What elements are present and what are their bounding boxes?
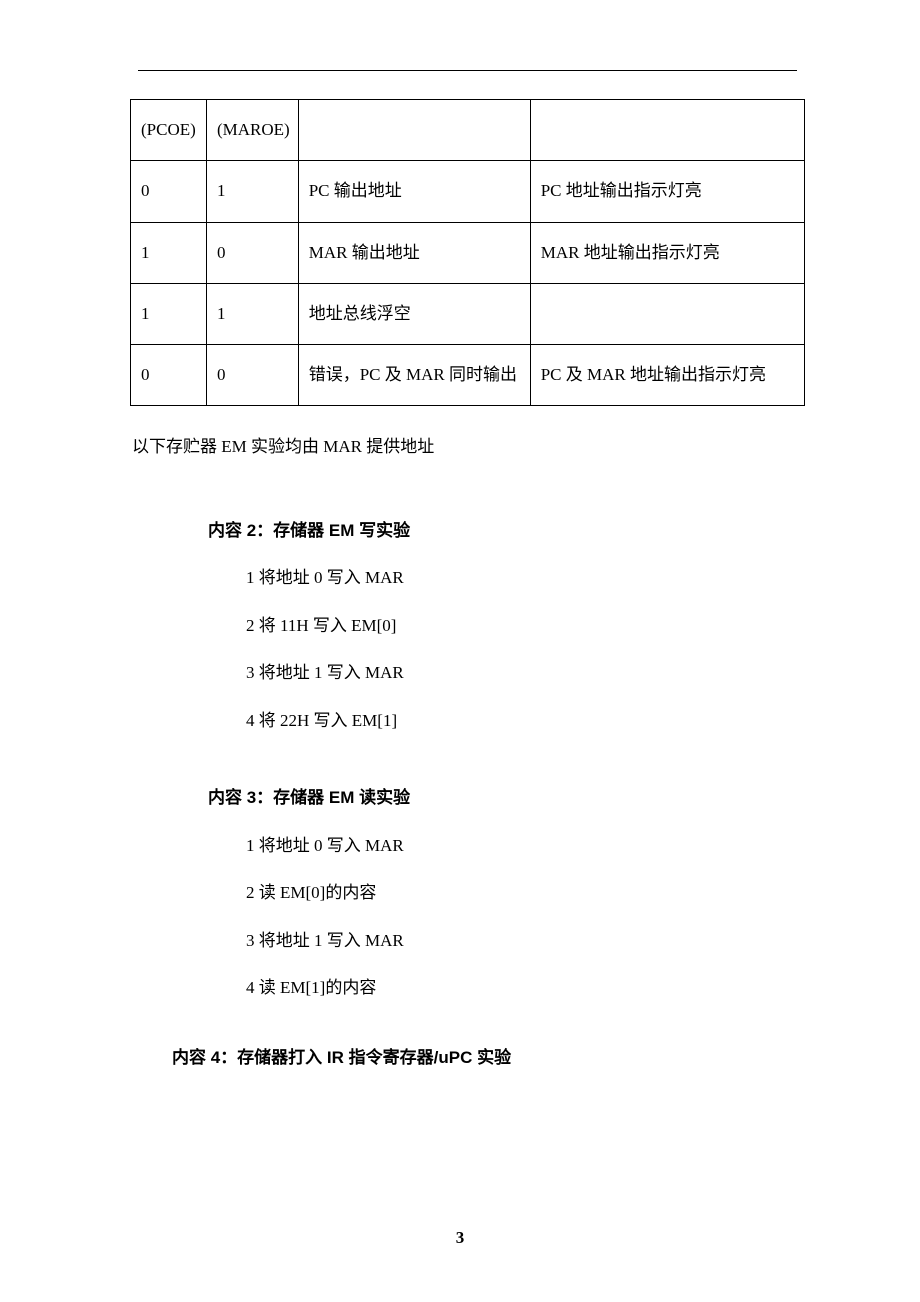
step-item: 2 读 EM[0]的内容 (246, 880, 805, 906)
signal-table: (PCOE) (MAROE) 0 1 PC 输出地址 PC 地址输出指示灯亮 1… (130, 99, 805, 406)
cell: 0 (207, 345, 299, 406)
step-item: 1 将地址 0 写入 MAR (246, 833, 805, 859)
section-3-heading: 内容 3：存储器 EM 读实验 (208, 785, 805, 811)
step-item: 4 将 22H 写入 EM[1] (246, 708, 805, 734)
cell: PC 输出地址 (298, 161, 530, 222)
cell: MAR 输出地址 (298, 222, 530, 283)
header-cell-indicator (530, 100, 804, 161)
step-item: 2 将 11H 写入 EM[0] (246, 613, 805, 639)
step-item: 3 将地址 1 写入 MAR (246, 928, 805, 954)
section-2: 内容 2：存储器 EM 写实验 1 将地址 0 写入 MAR 2 将 11H 写… (208, 518, 805, 734)
cell: 1 (131, 283, 207, 344)
cell: 1 (207, 283, 299, 344)
table-row: 1 1 地址总线浮空 (131, 283, 805, 344)
table-row: 0 0 错误，PC 及 MAR 同时输出 PC 及 MAR 地址输出指示灯亮 (131, 345, 805, 406)
cell: MAR 地址输出指示灯亮 (530, 222, 804, 283)
cell: PC 地址输出指示灯亮 (530, 161, 804, 222)
header-rule (138, 70, 797, 71)
cell: 0 (207, 222, 299, 283)
section-3: 内容 3：存储器 EM 读实验 1 将地址 0 写入 MAR 2 读 EM[0]… (208, 785, 805, 1001)
section-4-heading: 内容 4：存储器打入 IR 指令寄存器/uPC 实验 (172, 1045, 805, 1071)
table-row: 0 1 PC 输出地址 PC 地址输出指示灯亮 (131, 161, 805, 222)
cell: 1 (207, 161, 299, 222)
header-cell-pcoe: (PCOE) (131, 100, 207, 161)
cell: 地址总线浮空 (298, 283, 530, 344)
section-2-heading: 内容 2：存储器 EM 写实验 (208, 518, 805, 544)
step-item: 1 将地址 0 写入 MAR (246, 565, 805, 591)
cell (530, 283, 804, 344)
table-header-row: (PCOE) (MAROE) (131, 100, 805, 161)
header-cell-maroe: (MAROE) (207, 100, 299, 161)
page-content: (PCOE) (MAROE) 0 1 PC 输出地址 PC 地址输出指示灯亮 1… (0, 0, 920, 1070)
page-number: 3 (0, 1225, 920, 1251)
cell: 0 (131, 161, 207, 222)
cell: PC 及 MAR 地址输出指示灯亮 (530, 345, 804, 406)
step-item: 3 将地址 1 写入 MAR (246, 660, 805, 686)
table-row: 1 0 MAR 输出地址 MAR 地址输出指示灯亮 (131, 222, 805, 283)
cell: 1 (131, 222, 207, 283)
header-cell-desc (298, 100, 530, 161)
cell: 0 (131, 345, 207, 406)
after-table-note: 以下存贮器 EM 实验均由 MAR 提供地址 (132, 434, 805, 460)
step-item: 4 读 EM[1]的内容 (246, 975, 805, 1001)
cell: 错误，PC 及 MAR 同时输出 (298, 345, 530, 406)
